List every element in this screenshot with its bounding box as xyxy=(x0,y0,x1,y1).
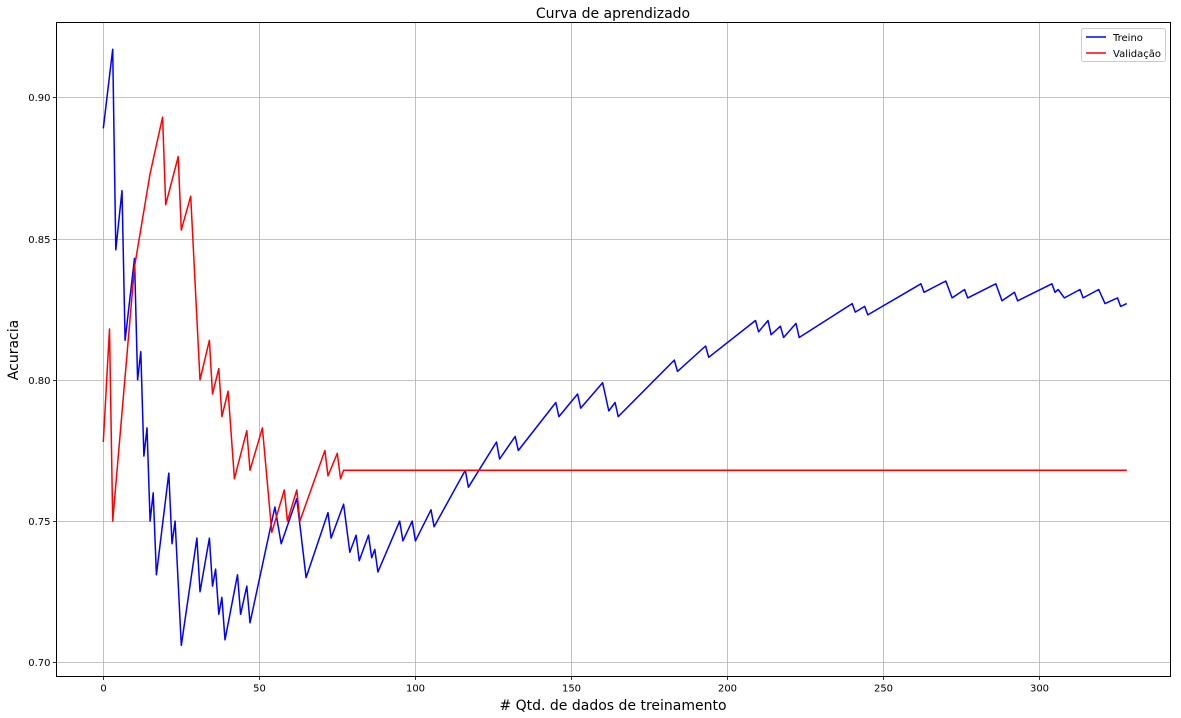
legend-label-treino: Treino xyxy=(1112,33,1143,44)
x-tick-label: 0 xyxy=(100,684,106,695)
y-axis-label: Acuracia xyxy=(6,320,22,380)
x-tick-label: 250 xyxy=(874,684,893,695)
plot-area-frame xyxy=(56,22,1171,677)
grid-lines xyxy=(56,22,1171,677)
y-tick-label: 0.75 xyxy=(28,517,50,528)
y-tick-label: 0.80 xyxy=(28,376,50,387)
x-axis-ticks: 0 50 100 150 200 250 300 xyxy=(100,676,1049,695)
y-tick-label: 0.90 xyxy=(28,93,50,104)
x-tick-label: 300 xyxy=(1030,684,1049,695)
chart-title: Curva de aprendizado xyxy=(536,6,690,22)
legend-label-validacao: Validação xyxy=(1113,49,1161,60)
legend: Treino Validação xyxy=(1081,28,1166,62)
x-axis-label: # Qtd. de dados de treinamento xyxy=(499,698,726,714)
x-tick-label: 100 xyxy=(406,684,425,695)
y-tick-label: 0.85 xyxy=(28,235,50,246)
series-line-validacao xyxy=(102,116,1127,534)
y-axis-ticks: 0.70 0.75 0.80 0.85 0.90 xyxy=(28,93,57,669)
x-tick-label: 150 xyxy=(562,684,581,695)
series-lines xyxy=(102,48,1128,647)
x-tick-label: 50 xyxy=(253,684,266,695)
series-line-treino xyxy=(102,48,1128,647)
x-tick-label: 200 xyxy=(718,684,737,695)
y-tick-label: 0.70 xyxy=(28,658,50,669)
